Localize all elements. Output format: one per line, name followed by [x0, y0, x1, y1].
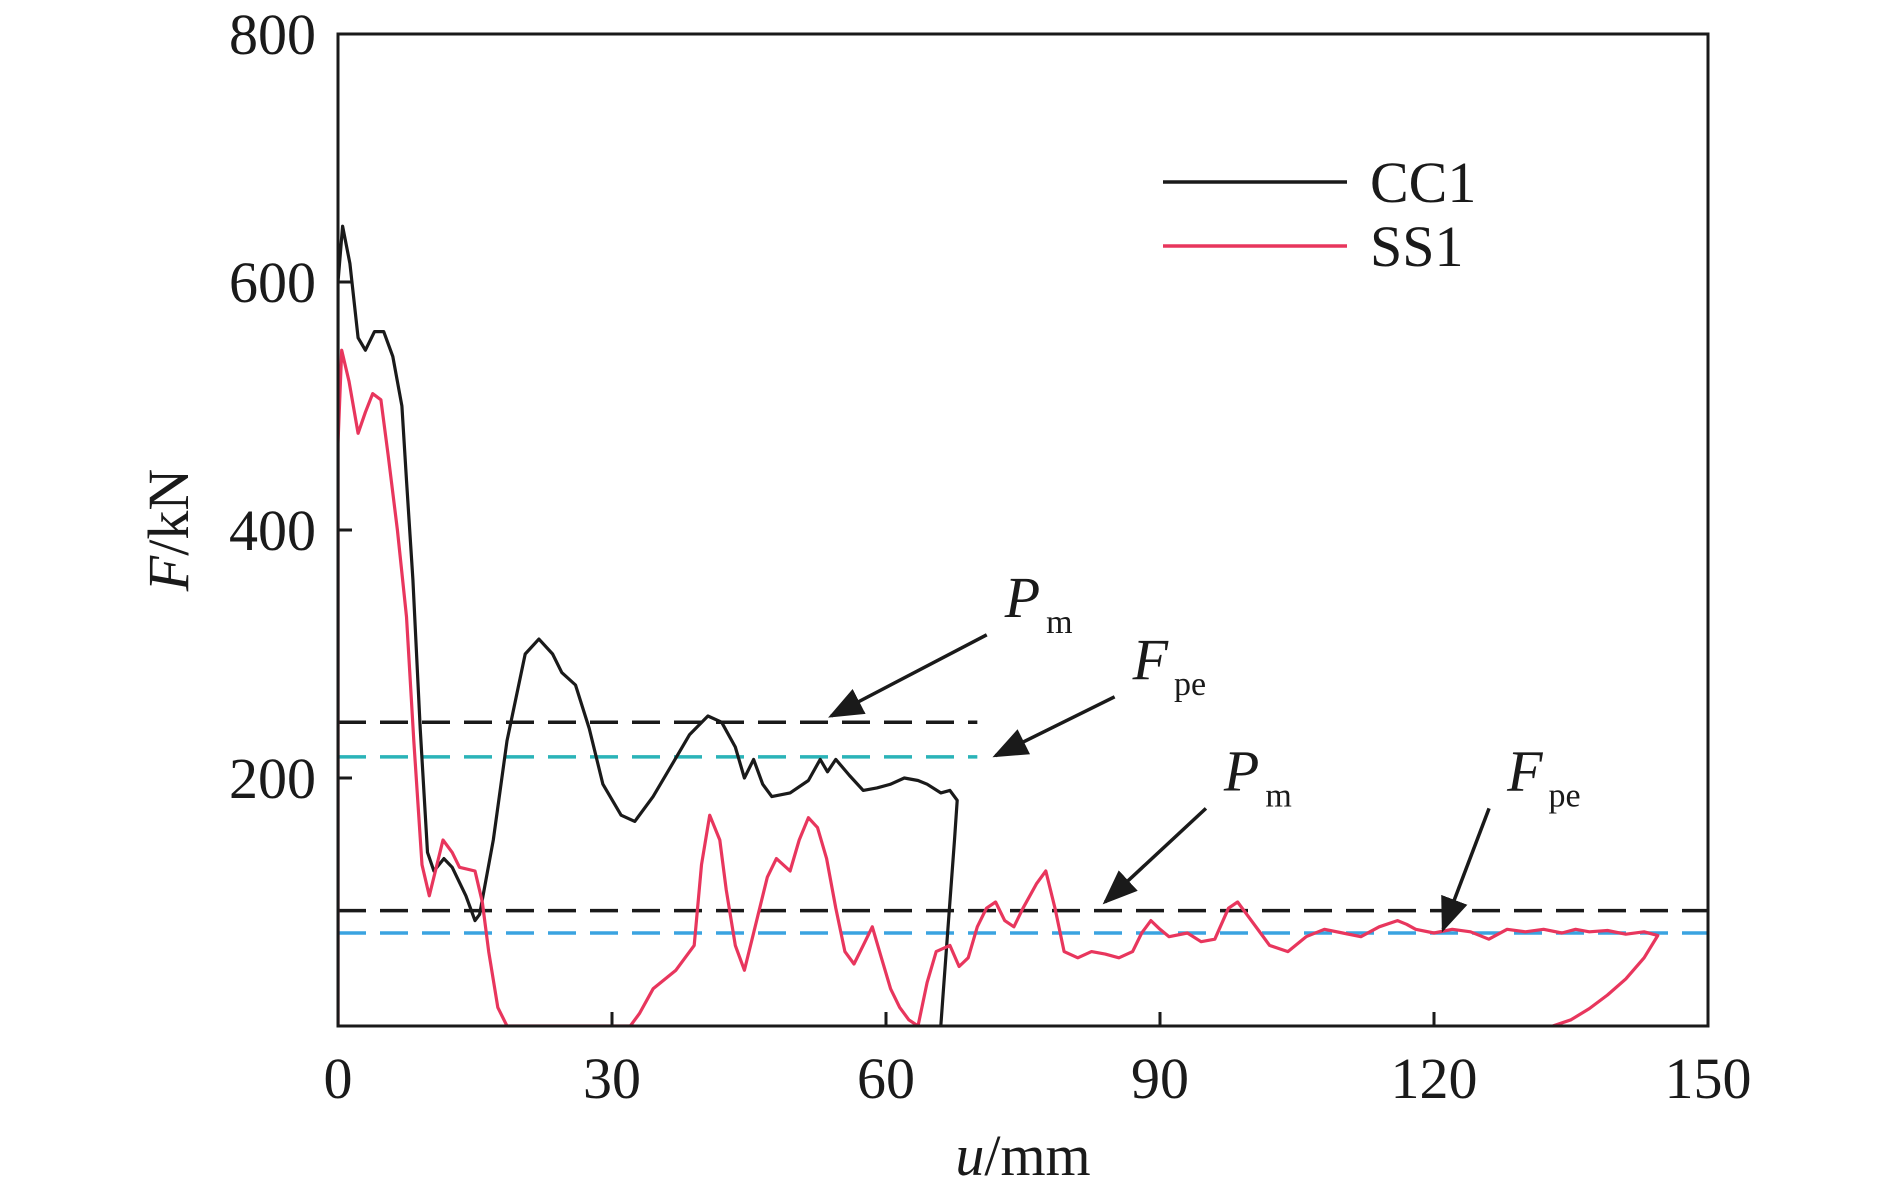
- y-tick-label: 200: [229, 746, 316, 811]
- y-axis-label: F/kN: [136, 469, 201, 592]
- x-tick-label: 0: [324, 1046, 353, 1111]
- annotation-arrow: [1102, 807, 1208, 905]
- legend-label-ss1: SS1: [1370, 214, 1464, 279]
- x-tick-label: 150: [1665, 1046, 1752, 1111]
- x-tick-label: 30: [583, 1046, 641, 1111]
- x-tick-label: 60: [857, 1046, 915, 1111]
- reference-lines: [338, 720, 1708, 935]
- series-line-cc1: [338, 224, 959, 1026]
- series-lines: [338, 224, 1660, 1026]
- annotation-arrow: [828, 633, 988, 718]
- x-tick-label: 120: [1391, 1046, 1478, 1111]
- y-tick-label: 600: [229, 250, 316, 315]
- annotation-arrow: [1441, 807, 1491, 933]
- y-axis-ticks: 200 400 600 800: [229, 2, 352, 811]
- y-tick-label: 800: [229, 2, 316, 67]
- y-tick-label: 400: [229, 498, 316, 563]
- series-line-ss1: [338, 348, 1660, 1026]
- x-axis-ticks: 0 30 60 90 120 150: [324, 1012, 1752, 1111]
- legend-label-cc1: CC1: [1370, 150, 1476, 215]
- x-axis-label: u/mm: [955, 1123, 1090, 1188]
- annotation-arrow: [992, 695, 1116, 758]
- plot-frame: [336, 32, 1710, 1028]
- x-tick-label: 90: [1131, 1046, 1189, 1111]
